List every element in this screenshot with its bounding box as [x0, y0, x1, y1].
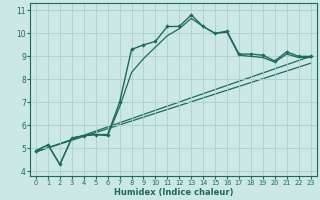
X-axis label: Humidex (Indice chaleur): Humidex (Indice chaleur) [114, 188, 233, 197]
